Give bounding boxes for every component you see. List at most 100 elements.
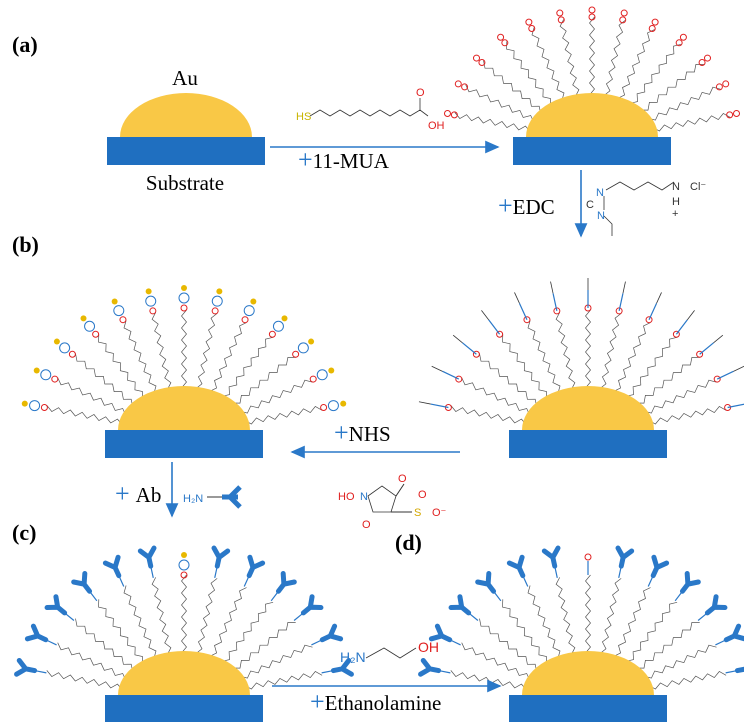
diagram: (a) (b) (c) (d) Au Substrate +11-MUA +ED… bbox=[0, 0, 744, 722]
chain bbox=[480, 354, 537, 407]
mua-structure: HS O OH bbox=[296, 87, 445, 132]
end-group bbox=[66, 614, 74, 620]
atom: N bbox=[597, 210, 605, 222]
end-group bbox=[181, 305, 187, 311]
end-group bbox=[648, 577, 652, 586]
chain bbox=[626, 602, 677, 661]
antibody bbox=[17, 660, 35, 674]
end-group bbox=[657, 292, 662, 303]
chain bbox=[152, 312, 171, 389]
chain bbox=[590, 17, 595, 95]
chain bbox=[196, 578, 217, 653]
end-group bbox=[41, 370, 51, 380]
chain bbox=[644, 645, 717, 678]
antibody bbox=[140, 548, 154, 566]
antibody bbox=[27, 626, 45, 640]
ab-structure: H₂N bbox=[183, 487, 240, 507]
end-group bbox=[455, 81, 461, 87]
chain bbox=[586, 575, 591, 653]
chain bbox=[196, 313, 217, 388]
end-group bbox=[250, 299, 256, 305]
end-group bbox=[726, 671, 736, 673]
step-label: EDC bbox=[513, 195, 555, 219]
end-group bbox=[328, 401, 338, 411]
chain bbox=[245, 407, 323, 425]
end-group bbox=[34, 367, 40, 373]
svg-text:+Ab: +Ab bbox=[115, 479, 161, 508]
end-group bbox=[519, 303, 526, 319]
chain bbox=[182, 310, 187, 388]
end-group bbox=[623, 282, 626, 294]
antibody bbox=[322, 626, 340, 640]
chain bbox=[640, 64, 704, 110]
end-group bbox=[340, 401, 346, 407]
gold-dome bbox=[120, 93, 252, 137]
atom: OH bbox=[418, 639, 439, 655]
end-group bbox=[675, 593, 681, 601]
gold-dome bbox=[526, 93, 658, 137]
end-group bbox=[551, 282, 554, 294]
end-group bbox=[481, 310, 488, 320]
antibody bbox=[303, 597, 321, 613]
chain bbox=[600, 313, 621, 388]
chain bbox=[649, 407, 727, 425]
end-group bbox=[680, 34, 686, 40]
atom: H₂N bbox=[183, 493, 203, 505]
end-group bbox=[212, 308, 218, 314]
end-group bbox=[93, 331, 99, 337]
chain bbox=[76, 354, 133, 407]
panel-label: (c) bbox=[12, 520, 36, 545]
end-group bbox=[495, 593, 501, 601]
end-group bbox=[146, 288, 152, 294]
antibody bbox=[214, 548, 228, 566]
end-group bbox=[151, 568, 153, 578]
chain bbox=[626, 337, 677, 396]
chain bbox=[232, 622, 296, 668]
end-group bbox=[717, 371, 733, 379]
chain bbox=[648, 87, 721, 120]
end-group bbox=[557, 10, 563, 16]
chain bbox=[222, 602, 273, 661]
chain bbox=[503, 334, 547, 399]
substrate bbox=[107, 137, 265, 165]
atom: N bbox=[596, 187, 604, 199]
end-group bbox=[242, 317, 248, 323]
end-group bbox=[698, 614, 706, 620]
end-group bbox=[179, 293, 189, 303]
svg-text:+NHS: +NHS bbox=[334, 418, 391, 447]
atom: C bbox=[586, 199, 594, 211]
end-group bbox=[514, 292, 519, 303]
end-group bbox=[120, 577, 124, 586]
end-group bbox=[54, 339, 60, 345]
antibody bbox=[249, 557, 262, 575]
atom: O bbox=[398, 473, 407, 485]
chain bbox=[222, 337, 273, 396]
end-group bbox=[443, 371, 459, 379]
chain bbox=[232, 357, 296, 403]
end-group bbox=[244, 306, 254, 316]
end-group bbox=[215, 568, 217, 578]
antibody bbox=[544, 548, 558, 566]
chain bbox=[560, 19, 579, 96]
end-group bbox=[146, 296, 156, 306]
end-group bbox=[150, 308, 156, 314]
antibody bbox=[737, 660, 744, 674]
chain bbox=[58, 378, 126, 416]
chain bbox=[99, 334, 143, 399]
end-group bbox=[269, 331, 275, 337]
antibody bbox=[478, 574, 494, 592]
chain bbox=[503, 599, 547, 664]
chain bbox=[182, 575, 187, 653]
end-group bbox=[555, 568, 557, 578]
end-group bbox=[452, 641, 461, 645]
chain bbox=[47, 670, 123, 690]
end-group bbox=[181, 285, 187, 291]
end-group bbox=[308, 339, 314, 345]
chain bbox=[451, 405, 527, 425]
end-group bbox=[432, 366, 443, 371]
end-group bbox=[321, 404, 327, 410]
svg-text:+11-MUA: +11-MUA bbox=[298, 145, 390, 174]
end-group bbox=[714, 335, 723, 343]
svg-text:+Ethanolamine: +Ethanolamine bbox=[310, 687, 441, 716]
atom: Cl⁻ bbox=[690, 181, 706, 193]
